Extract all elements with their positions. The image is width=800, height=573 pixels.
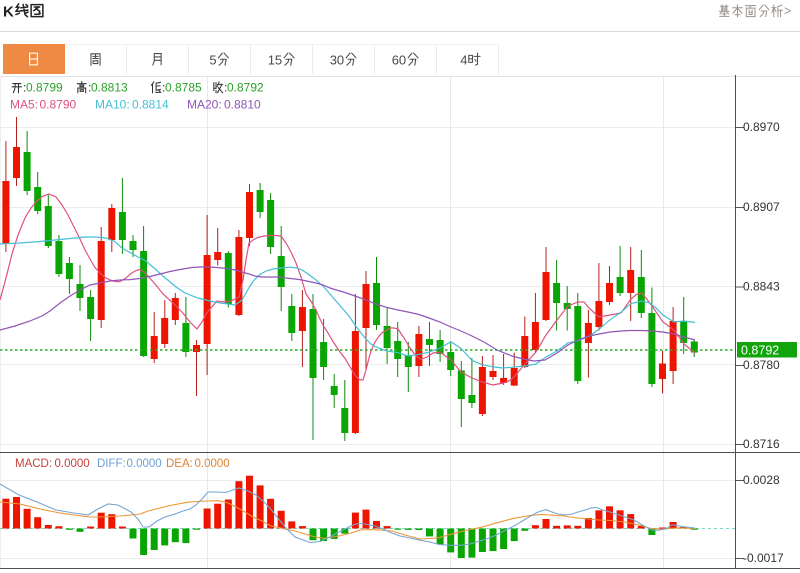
- svg-text:60: 60: [392, 53, 406, 68]
- svg-text:0.8814: 0.8814: [132, 98, 169, 112]
- svg-text::: :: [162, 81, 165, 95]
- svg-text:DIFF:: DIFF:: [97, 458, 126, 470]
- svg-text:MA10:: MA10:: [95, 98, 130, 112]
- svg-text:0.8790: 0.8790: [40, 98, 77, 112]
- svg-text:0.8810: 0.8810: [224, 98, 261, 112]
- svg-text:0.0000: 0.0000: [195, 458, 230, 470]
- svg-text:K: K: [3, 4, 14, 21]
- svg-text:0.8799: 0.8799: [26, 81, 63, 95]
- svg-text:0.8907: 0.8907: [743, 200, 780, 214]
- svg-text:MA20:: MA20:: [187, 98, 222, 112]
- svg-text:0.8813: 0.8813: [91, 81, 128, 95]
- svg-text:0.0028: 0.0028: [743, 473, 780, 487]
- svg-text::: :: [88, 81, 91, 95]
- svg-text:MACD:: MACD:: [15, 458, 52, 470]
- svg-text:30: 30: [330, 53, 344, 68]
- svg-text:0.8792: 0.8792: [741, 344, 779, 358]
- svg-text:0.8843: 0.8843: [743, 280, 780, 294]
- svg-text:15: 15: [268, 53, 282, 68]
- svg-text:0.8716: 0.8716: [743, 437, 780, 451]
- svg-text:DEA:: DEA:: [166, 458, 193, 470]
- svg-text::: :: [23, 81, 26, 95]
- svg-text:>: >: [784, 4, 791, 18]
- svg-text:0.8780: 0.8780: [743, 358, 780, 372]
- svg-text:0.8792: 0.8792: [227, 81, 264, 95]
- svg-text:-0.0017: -0.0017: [743, 551, 784, 565]
- svg-text:4: 4: [460, 53, 467, 68]
- svg-text:MA5:: MA5:: [10, 98, 38, 112]
- svg-text::: :: [224, 81, 227, 95]
- svg-text:0.0000: 0.0000: [127, 458, 162, 470]
- svg-text:0.8785: 0.8785: [165, 81, 202, 95]
- svg-text:0.8970: 0.8970: [743, 120, 780, 134]
- svg-text:5: 5: [209, 53, 216, 68]
- svg-text:0.0000: 0.0000: [55, 458, 90, 470]
